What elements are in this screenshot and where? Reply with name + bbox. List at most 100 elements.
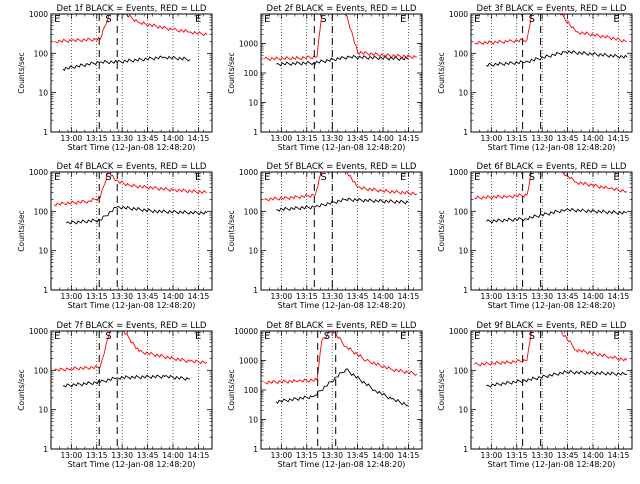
- e-marker-label: E: [195, 331, 201, 342]
- x-axis-label: Start Time (12-Jan-08 12:48:20): [278, 143, 406, 152]
- y-tick-label: 1000: [29, 168, 48, 177]
- x-tick-label: 14:00: [162, 134, 184, 143]
- panel-title: Det 8f BLACK = Events, RED = LLD: [267, 321, 417, 331]
- e-marker-label: E: [195, 172, 201, 183]
- x-tick-label: 13:15: [86, 134, 108, 143]
- x-tick-label: 13:45: [557, 134, 579, 143]
- x-tick-label: 13:30: [321, 292, 343, 301]
- x-axis-label: Start Time (12-Jan-08 12:48:20): [68, 301, 196, 310]
- s-marker-label: S: [105, 172, 111, 183]
- x-axis-label: Start Time (12-Jan-08 12:48:20): [488, 301, 616, 310]
- x-tick-label: 14:00: [162, 451, 184, 460]
- x-tick-label: 13:30: [531, 134, 553, 143]
- panel-title: Det 5f BLACK = Events, RED = LLD: [267, 162, 417, 172]
- x-tick-label: 13:00: [481, 451, 503, 460]
- y-tick-label: 1000: [239, 357, 258, 366]
- plot-frame: [50, 330, 213, 450]
- y-axis-label: Counts/sec: [227, 52, 236, 93]
- y-tick-label: 10: [38, 247, 48, 256]
- events-series-line: [276, 197, 409, 212]
- y-tick-label: 1000: [29, 10, 48, 19]
- x-tick-label: 13:45: [137, 134, 159, 143]
- lld-series-line: [474, 331, 628, 367]
- events-series-line: [486, 369, 628, 388]
- panel-title: Det 6f BLACK = Events, RED = LLD: [477, 162, 627, 172]
- y-tick-label: 1: [253, 445, 258, 454]
- plot-panel: [470, 330, 633, 450]
- x-tick-label: 13:45: [557, 292, 579, 301]
- x-tick-label: 13:45: [347, 451, 369, 460]
- x-tick-label: 14:00: [162, 292, 184, 301]
- lld-series-line: [474, 172, 628, 200]
- y-tick-label: 1000: [239, 168, 258, 177]
- x-tick-label: 13:45: [137, 292, 159, 301]
- y-axis-label: Counts/sec: [17, 210, 26, 251]
- x-tick-label: 14:15: [608, 292, 630, 301]
- y-tick-label: 1: [43, 128, 48, 137]
- plot-frame: [50, 13, 213, 133]
- y-axis-label: Counts/sec: [227, 210, 236, 251]
- y-tick-label: 1: [43, 445, 48, 454]
- x-tick-label: 14:00: [582, 292, 604, 301]
- s-marker-label: S: [320, 14, 326, 25]
- y-axis-label: Counts/sec: [227, 369, 236, 410]
- y-tick-label: 1: [463, 128, 468, 137]
- y-axis-label: Counts/sec: [437, 52, 446, 93]
- y-tick-label: 1: [463, 445, 468, 454]
- plot-panel: [50, 330, 213, 450]
- s-marker-label: S: [529, 331, 535, 342]
- x-tick-label: 13:15: [296, 292, 318, 301]
- x-tick-label: 13:00: [61, 134, 83, 143]
- e-marker-label: E: [264, 172, 270, 183]
- s-marker-label: S: [105, 331, 111, 342]
- lld-series-line: [474, 14, 628, 46]
- x-axis-label: Start Time (12-Jan-08 12:48:20): [278, 460, 406, 469]
- x-tick-label: 13:15: [296, 134, 318, 143]
- plot-panel: [50, 13, 213, 133]
- x-tick-label: 13:15: [506, 134, 528, 143]
- y-tick-label: 100: [34, 49, 49, 58]
- plot-frame: [470, 171, 633, 291]
- events-series-line: [485, 207, 628, 224]
- y-tick-label: 1: [43, 286, 48, 295]
- x-axis-label: Start Time (12-Jan-08 12:48:20): [488, 143, 616, 152]
- plot-panel: [260, 330, 423, 450]
- e-marker-label: E: [54, 331, 60, 342]
- lld-series-line: [54, 331, 208, 372]
- y-tick-label: 100: [454, 207, 469, 216]
- x-axis-label: Start Time (12-Jan-08 12:48:20): [68, 460, 196, 469]
- e-marker-label: E: [54, 172, 60, 183]
- x-tick-label: 14:15: [188, 292, 210, 301]
- e-marker-label: E: [195, 14, 201, 25]
- x-tick-label: 13:30: [321, 134, 343, 143]
- x-tick-label: 13:30: [111, 134, 133, 143]
- events-series-line: [62, 374, 191, 388]
- events-series-line: [486, 49, 628, 67]
- y-tick-label: 1: [463, 286, 468, 295]
- y-tick-label: 10: [248, 99, 258, 108]
- y-tick-label: 100: [34, 366, 49, 375]
- e-marker-label: E: [613, 331, 619, 342]
- x-axis-label: Start Time (12-Jan-08 12:48:20): [488, 460, 616, 469]
- x-tick-label: 13:15: [506, 292, 528, 301]
- x-tick-label: 14:00: [582, 134, 604, 143]
- lld-series-line: [264, 14, 417, 62]
- lld-series-line: [54, 172, 208, 207]
- y-tick-label: 1: [253, 286, 258, 295]
- x-tick-label: 13:45: [347, 292, 369, 301]
- e-marker-label: E: [474, 14, 480, 25]
- panel-title: Det 1f BLACK = Events, RED = LLD: [57, 4, 207, 14]
- x-tick-label: 14:15: [188, 451, 210, 460]
- x-tick-label: 13:15: [86, 292, 108, 301]
- e-marker-label: E: [400, 172, 406, 183]
- x-tick-label: 13:30: [531, 292, 553, 301]
- panel-title: Det 9f BLACK = Events, RED = LLD: [477, 321, 627, 331]
- x-tick-label: 13:00: [271, 134, 293, 143]
- panel-title: Det 4f BLACK = Events, RED = LLD: [57, 162, 207, 172]
- y-axis-label: Counts/sec: [437, 210, 446, 251]
- y-axis-label: Counts/sec: [17, 52, 26, 93]
- plot-panel: [470, 171, 633, 291]
- events-series-line: [276, 54, 409, 67]
- x-tick-label: 13:00: [271, 451, 293, 460]
